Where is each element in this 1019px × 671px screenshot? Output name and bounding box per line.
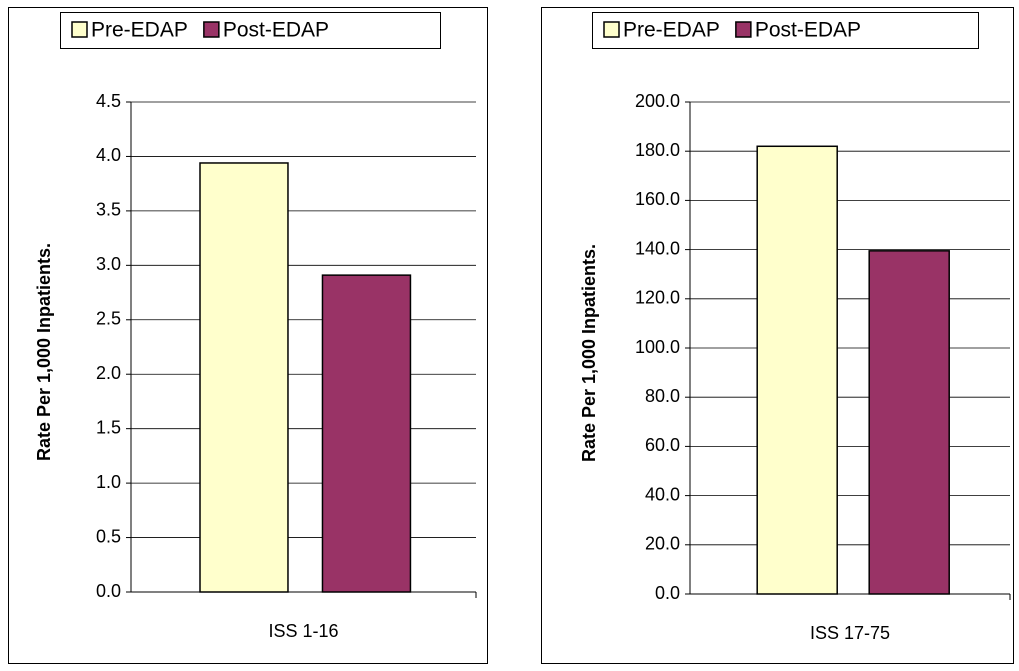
y-tick-label: 100.0 <box>635 337 680 357</box>
y-tick-label: 2.0 <box>96 363 121 383</box>
legend-box <box>592 12 979 49</box>
y-tick-label: 2.5 <box>96 309 121 329</box>
y-tick-label: 4.0 <box>96 145 121 165</box>
y-axis-title: Rate Per 1,000 Inpatients. <box>579 244 599 462</box>
legend-label: Pre-EDAP <box>91 19 188 42</box>
x-tick-label: ISS 17-75 <box>810 623 890 643</box>
legend-swatch <box>603 21 620 38</box>
y-tick-label: 120.0 <box>635 288 680 308</box>
x-tick-label: ISS 1-16 <box>268 621 338 641</box>
y-tick-label: 180.0 <box>635 140 680 160</box>
y-tick-label: 3.0 <box>96 254 121 274</box>
bar <box>868 250 950 595</box>
y-tick-label: 60.0 <box>645 435 680 455</box>
y-tick-label: 160.0 <box>635 189 680 209</box>
y-tick-label: 0.0 <box>96 581 121 601</box>
legend-label: Post-EDAP <box>755 19 861 42</box>
bar <box>321 274 412 593</box>
bar <box>756 145 838 595</box>
legend-box <box>60 12 441 49</box>
y-tick-label: 140.0 <box>635 238 680 258</box>
legend-label: Post-EDAP <box>223 19 329 42</box>
y-tick-label: 0.0 <box>655 583 680 603</box>
y-tick-label: 0.5 <box>96 526 121 546</box>
y-tick-label: 4.5 <box>96 91 121 111</box>
y-axis-title: Rate Per 1,000 Inpatients. <box>34 243 54 461</box>
legend-label: Pre-EDAP <box>623 19 720 42</box>
y-tick-label: 80.0 <box>645 386 680 406</box>
legend-swatch <box>203 21 220 38</box>
legend-swatch <box>735 21 752 38</box>
y-tick-label: 40.0 <box>645 484 680 504</box>
y-tick-label: 3.5 <box>96 200 121 220</box>
y-tick-label: 200.0 <box>635 91 680 111</box>
bar <box>199 162 289 593</box>
y-tick-label: 1.0 <box>96 472 121 492</box>
y-tick-label: 20.0 <box>645 534 680 554</box>
y-tick-label: 1.5 <box>96 417 121 437</box>
legend-swatch <box>71 21 88 38</box>
